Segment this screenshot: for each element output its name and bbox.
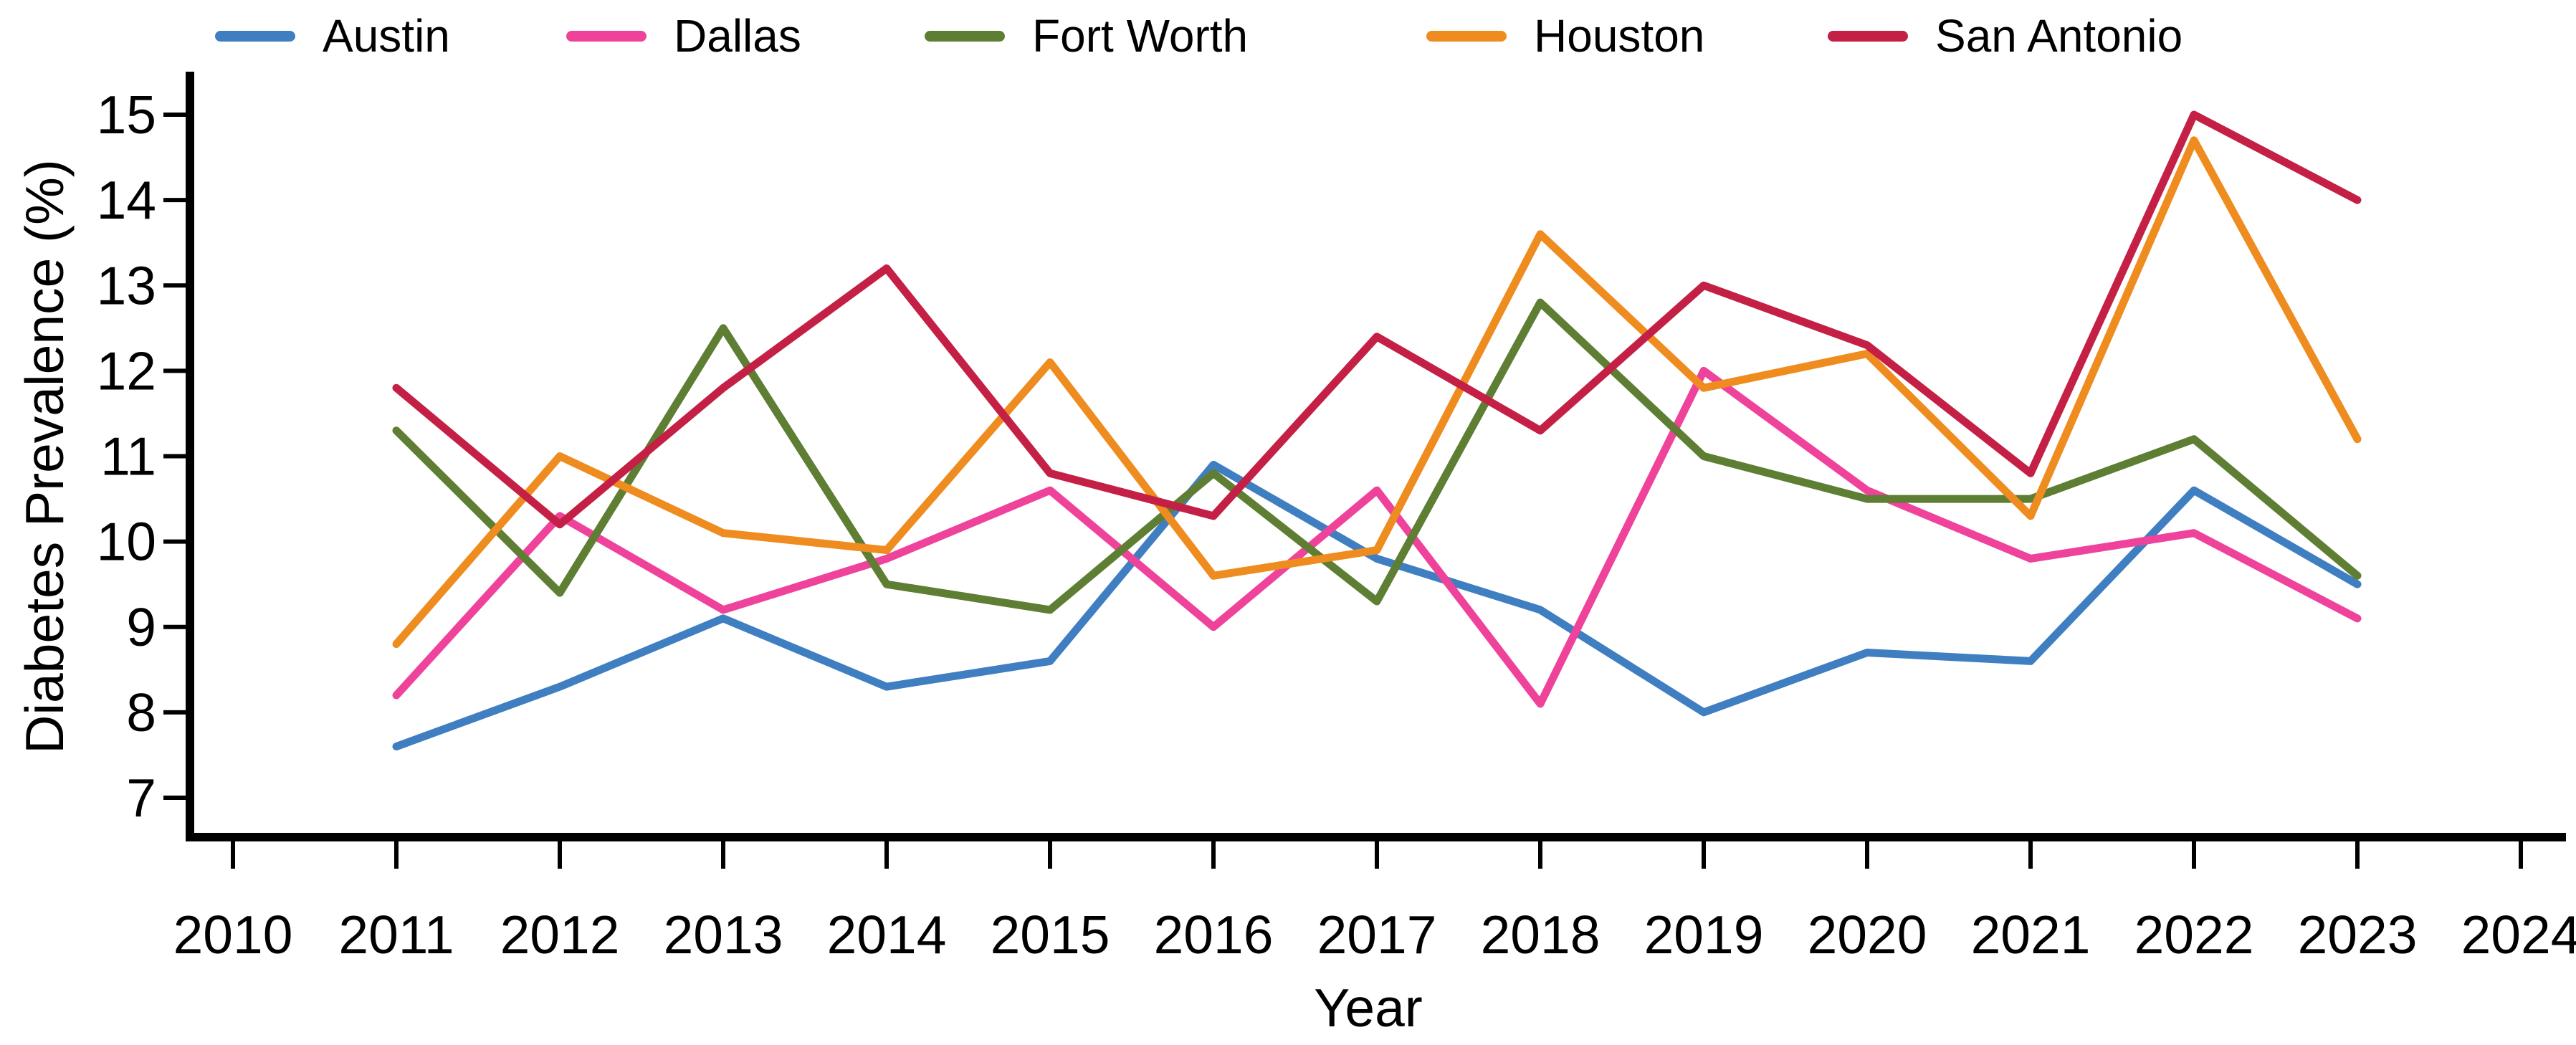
legend-label: Fort Worth [1032, 10, 1249, 62]
x-tick-label: 2016 [1154, 905, 1274, 965]
x-tick-label: 2023 [2298, 905, 2418, 965]
legend-item-houston: Houston [1426, 7, 1704, 65]
legend-item-austin: Austin [215, 7, 450, 65]
x-tick-label: 2011 [338, 905, 454, 965]
x-tick-label: 2020 [1808, 905, 1927, 965]
x-tick-label: 2019 [1644, 905, 1764, 965]
x-tick-label: 2024 [2461, 905, 2576, 965]
series-line-houston [392, 136, 2362, 649]
x-tick-label: 2022 [2134, 905, 2254, 965]
legend-label: San Antonio [1935, 10, 2183, 62]
x-tick-label: 2015 [991, 905, 1110, 965]
legend-label: Houston [1534, 10, 1705, 62]
legend-label: Austin [323, 10, 450, 62]
legend-swatch [1828, 30, 1908, 42]
legend-item-fort-worth: Fort Worth [925, 7, 1248, 65]
y-tick-label: 9 [126, 597, 156, 657]
legend-swatch [215, 30, 295, 42]
chart-legend: Austin Dallas Fort Worth Houston San Antonio [0, 0, 2576, 72]
series-line-dallas [392, 366, 2362, 708]
y-axis-title: Diabetes Prevalence (%) [14, 159, 75, 754]
legend-swatch [1426, 30, 1507, 42]
legend-swatch [925, 30, 1005, 42]
y-tick-label: 14 [97, 170, 156, 230]
series-line-san-antonio [392, 110, 2362, 529]
x-tick-label: 2017 [1317, 905, 1437, 965]
legend-label: Dallas [674, 10, 801, 62]
y-tick-label: 10 [97, 512, 156, 572]
y-tick-label: 11 [100, 426, 156, 487]
x-tick-label: 2014 [827, 905, 947, 965]
y-tick-label: 8 [126, 682, 156, 743]
legend-item-dallas: Dallas [566, 7, 801, 65]
y-tick-label: 13 [97, 255, 156, 315]
x-tick-label: 2012 [500, 905, 620, 965]
y-tick-label: 15 [97, 85, 156, 145]
legend-swatch [566, 30, 647, 42]
x-axis-title: Year [1314, 978, 1423, 1038]
x-tick-label: 2018 [1481, 905, 1601, 965]
y-tick-label: 7 [126, 768, 156, 828]
x-tick-label: 2010 [173, 905, 293, 965]
series-line-fort-worth [392, 298, 2362, 614]
x-tick-label: 2013 [664, 905, 783, 965]
x-tick-label: 2021 [1971, 905, 2091, 965]
y-tick-label: 12 [97, 340, 156, 401]
legend-item-san-antonio: San Antonio [1828, 7, 2183, 65]
series-line-austin [392, 460, 2362, 751]
